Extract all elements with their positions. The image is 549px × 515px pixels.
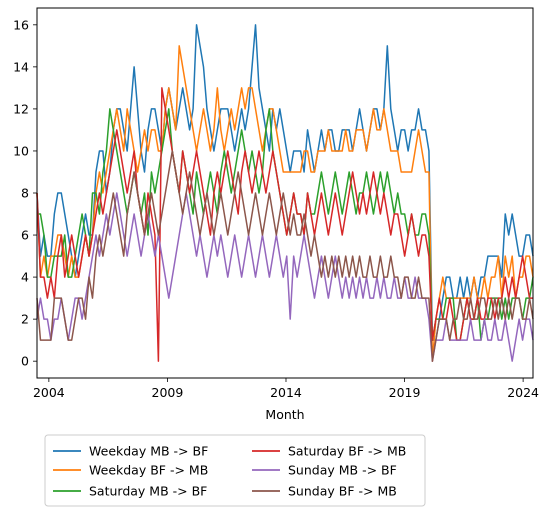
legend-label: Sunday MB -> BF xyxy=(288,463,397,478)
y-tick-label: 16 xyxy=(13,17,29,32)
legend-label: Weekday BF -> MB xyxy=(89,463,208,478)
y-tick-label: 6 xyxy=(21,228,29,243)
legend-label: Weekday MB -> BF xyxy=(89,444,208,459)
series-line xyxy=(36,87,533,362)
y-tick-label: 8 xyxy=(21,186,29,201)
legend-label: Sunday BF -> MB xyxy=(288,484,397,499)
series-layer xyxy=(36,24,534,362)
x-axis: 2004 2009 2014 2019 2024 xyxy=(33,378,539,400)
y-tick-label: 12 xyxy=(13,101,29,116)
y-tick-label: 4 xyxy=(21,270,29,285)
legend-frame xyxy=(44,434,426,507)
y-tick-label: 10 xyxy=(13,143,29,158)
series-line xyxy=(36,24,534,341)
x-tick-label: 2009 xyxy=(152,385,184,400)
x-tick-label: 2014 xyxy=(270,385,302,400)
x-tick-label: 2024 xyxy=(507,385,539,400)
plot-frame xyxy=(36,7,534,379)
y-tick-label: 0 xyxy=(21,354,29,369)
y-tick-label: 14 xyxy=(13,59,29,74)
y-tick-label: 2 xyxy=(21,312,29,327)
x-tick-label: 2019 xyxy=(389,385,421,400)
x-axis-title: Month xyxy=(265,407,304,422)
y-axis: 0 2 4 6 8 10 12 14 16 xyxy=(13,17,37,369)
series-line xyxy=(36,192,534,362)
legend-label: Saturday BF -> MB xyxy=(288,444,406,459)
x-tick-label: 2004 xyxy=(33,385,65,400)
series-line xyxy=(36,150,534,362)
legend[interactable]: Weekday MB -> BF Weekday BF -> MB Saturd… xyxy=(44,434,426,507)
legend-label: Saturday MB -> BF xyxy=(89,484,207,499)
